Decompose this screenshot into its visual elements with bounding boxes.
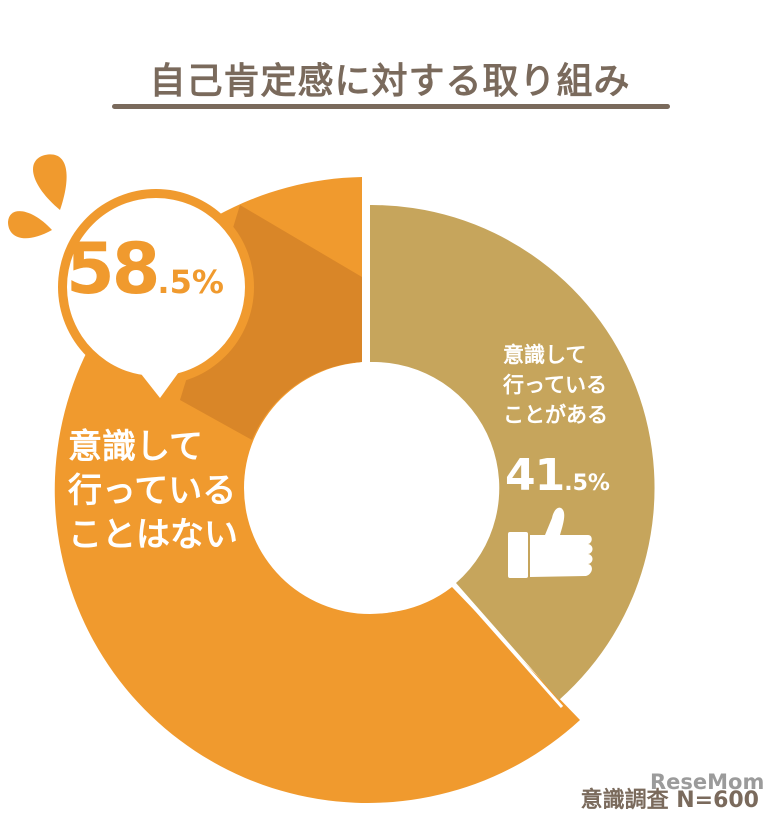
- thumbs-up-icon: [508, 507, 593, 578]
- percent-no: 58.5%: [66, 228, 224, 310]
- label-yes-line-1: 意識して: [503, 343, 587, 367]
- title-underline: [112, 104, 670, 109]
- percent-yes: 41.5%: [505, 450, 610, 501]
- source-note: 意識調査 N=600: [580, 788, 759, 813]
- percent-yes-int: 41: [505, 450, 565, 501]
- watermark-logo: ReseMom: [650, 770, 763, 794]
- percent-no-int: 58: [66, 228, 160, 310]
- chart-title: 自己肯定感に対する取り組み: [149, 61, 631, 102]
- slice-separator: [452, 584, 564, 708]
- splash-drops-icon: [8, 154, 67, 239]
- label-no-line-3: ことはない: [68, 515, 238, 555]
- label-no-line-2: 行っている: [68, 471, 237, 511]
- percent-no-dec: .5%: [157, 263, 224, 301]
- label-yes-line-2: 行っている: [503, 373, 607, 397]
- slice-yes[interactable]: [370, 204, 655, 700]
- donut-hole: [244, 362, 496, 614]
- percent-yes-dec: .5%: [564, 471, 610, 496]
- label-yes: 意識して 行っている ことがある: [503, 340, 608, 430]
- label-no: 意識して 行っている ことはない: [68, 425, 238, 557]
- label-no-line-1: 意識して: [68, 427, 203, 467]
- speech-bubble-icon: [58, 189, 254, 408]
- label-yes-line-3: ことがある: [503, 403, 608, 427]
